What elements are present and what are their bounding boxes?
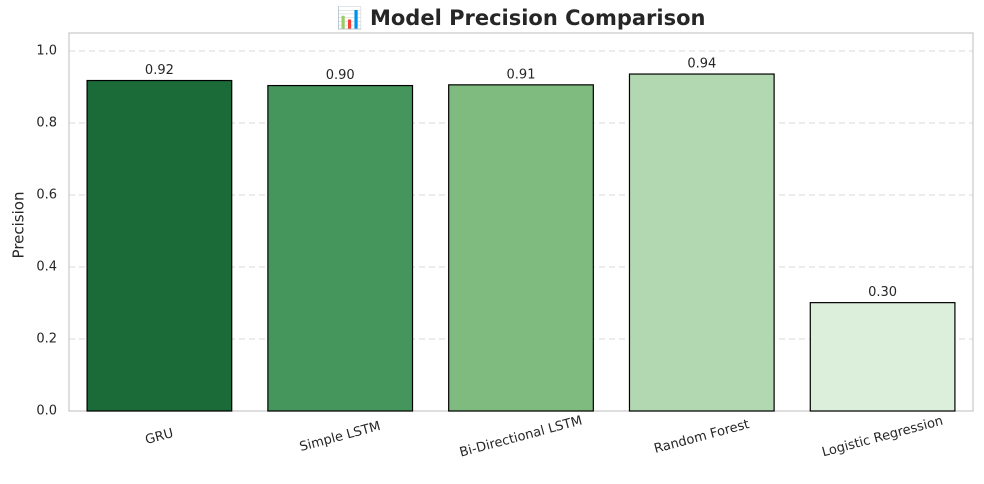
x-tick-label: Random Forest xyxy=(653,417,751,457)
y-tick-label: 0.0 xyxy=(36,404,57,419)
x-tick-label: Bi-Directional LSTM xyxy=(458,413,584,460)
y-tick-label: 0.2 xyxy=(36,332,57,347)
bar xyxy=(448,84,594,412)
bar xyxy=(86,79,233,412)
y-tick-label: 0.4 xyxy=(36,260,57,275)
x-tick-label: Logistic Regression xyxy=(820,414,944,461)
bar xyxy=(628,73,775,412)
bar xyxy=(809,302,956,412)
y-tick-label: 0.6 xyxy=(36,188,57,203)
value-label: 0.91 xyxy=(507,67,536,82)
value-label: 0.94 xyxy=(687,57,716,72)
y-tick-label: 0.8 xyxy=(36,116,57,131)
y-axis-label: Precision xyxy=(10,192,28,259)
bar xyxy=(267,84,414,412)
x-tick-label: Simple LSTM xyxy=(298,419,382,455)
value-label: 0.92 xyxy=(145,63,174,78)
x-tick-label: GRU xyxy=(144,426,176,448)
y-tick-label: 1.0 xyxy=(36,44,57,59)
value-label: 0.90 xyxy=(326,68,355,83)
value-label: 0.30 xyxy=(868,285,897,300)
chart-title: 📊 Model Precision Comparison xyxy=(337,5,706,30)
